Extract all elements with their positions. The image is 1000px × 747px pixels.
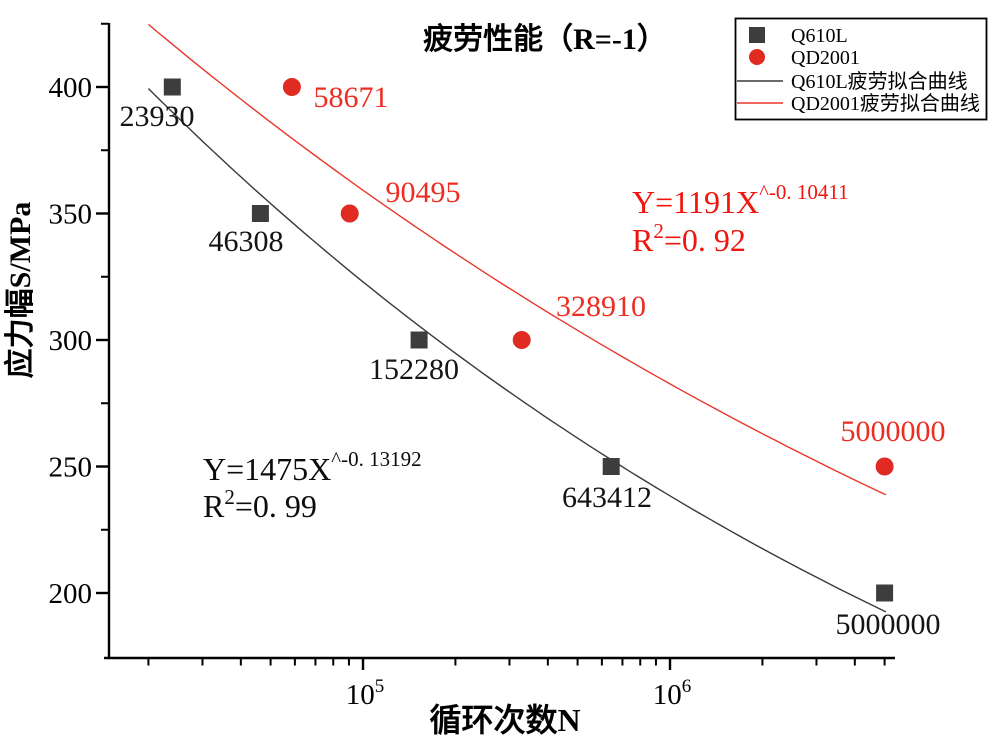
y-tick-label: 400 <box>49 72 93 104</box>
qd2001-fit-r2: R2=0. 92 <box>632 219 746 258</box>
qd2001-r2-sup: 2 <box>653 219 664 243</box>
x-tick-label: 106 <box>653 676 692 711</box>
q610l-eq-exponent: ^-0. 13192 <box>331 447 421 471</box>
q610l-r2-sup: 2 <box>224 485 235 509</box>
q610l-r2-value: =0. 99 <box>235 488 317 524</box>
data-point-q610l <box>410 331 428 349</box>
legend: Q610L QD2001 Q610L疲劳拟合曲线 QD2001疲劳拟合曲线 <box>734 17 988 121</box>
legend-label-q610l: Q610L <box>791 25 848 47</box>
data-point-qd2001 <box>512 331 531 349</box>
data-point-label-qd2001: 90495 <box>386 176 461 209</box>
chart-title: 疲劳性能（R=-1） <box>423 22 667 56</box>
data-point-label-q610l: 46308 <box>209 225 284 258</box>
data-point-label-qd2001: 5000000 <box>841 415 946 448</box>
qd2001-eq-exponent: ^-0. 10411 <box>759 180 849 204</box>
x-axis-title: 循环次数N <box>429 702 580 738</box>
y-tick-label: 300 <box>49 325 93 357</box>
legend-label-qd2001: QD2001 <box>791 47 860 69</box>
legend-label-qd2001-fit: QD2001疲劳拟合曲线 <box>791 92 980 115</box>
x-tick-label: 105 <box>346 676 385 711</box>
qd2001-eq-base: Y=1191X <box>632 184 759 220</box>
fit-curve-qd2001-fit <box>147 23 887 496</box>
data-point-q610l <box>251 205 269 222</box>
data-point-label-q610l: 643412 <box>562 481 652 514</box>
data-point-qd2001 <box>875 457 894 476</box>
data-point-q610l <box>876 584 894 602</box>
qd2001-r2-base: R <box>632 222 654 258</box>
data-points-layer: 23930 46308 152280 643412 5000000 58671 90495 3… <box>120 78 946 641</box>
y-tick-label: 350 <box>49 199 93 231</box>
q610l-r2-base: R <box>203 488 225 524</box>
fit-curve-q610l-fit <box>147 88 887 613</box>
data-point-qd2001 <box>282 78 301 96</box>
axes-layer: 105 106 200 250 300 350 400 <box>49 22 895 711</box>
legend-square-marker-icon <box>749 27 765 43</box>
q610l-eq-base: Y=1475X <box>203 451 331 487</box>
fit-curves-layer <box>147 23 887 613</box>
legend-label-q610l-fit: Q610L疲劳拟合曲线 <box>791 70 968 93</box>
qd2001-fit-equation: Y=1191X^-0. 10411 <box>632 180 849 220</box>
data-point-label-q610l: 152280 <box>369 353 459 386</box>
qd2001-r2-value: =0. 92 <box>664 222 746 258</box>
q610l-fit-r2: R2=0. 99 <box>203 485 317 524</box>
data-point-label-q610l: 5000000 <box>836 608 941 641</box>
data-point-label-qd2001: 58671 <box>314 81 389 114</box>
data-point-label-qd2001: 328910 <box>556 290 646 323</box>
q610l-fit-equation: Y=1475X^-0. 13192 <box>203 447 422 487</box>
y-tick-label: 200 <box>49 578 93 610</box>
data-point-q610l <box>602 458 620 475</box>
y-axis-title: 应力幅S/MPa <box>3 202 37 379</box>
data-point-qd2001 <box>340 204 359 223</box>
data-point-label-q610l: 23930 <box>120 100 195 133</box>
data-point-q610l <box>163 78 181 96</box>
y-tick-label: 250 <box>49 452 93 484</box>
legend-circle-marker-icon <box>749 49 765 65</box>
